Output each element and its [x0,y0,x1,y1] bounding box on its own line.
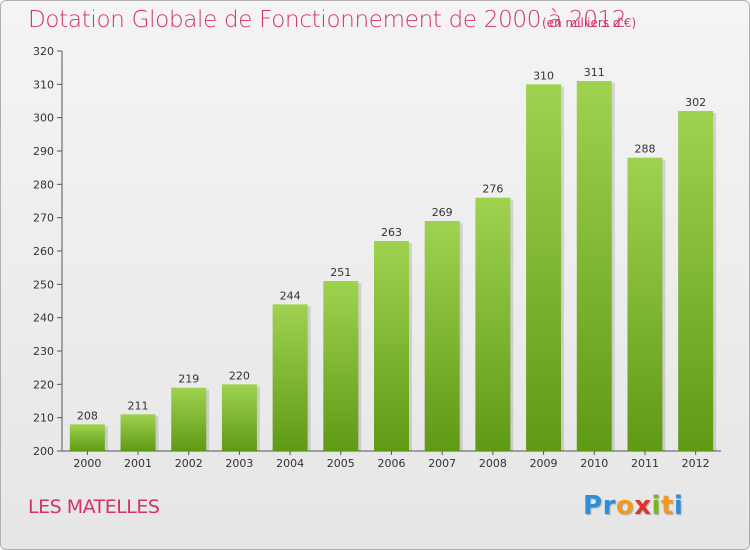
y-tick-label: 240 [33,312,54,325]
logo-letter: o [615,491,635,521]
y-tick-label: 260 [33,245,54,258]
x-tick-label: 2003 [225,457,253,470]
y-tick-label: 210 [33,412,54,425]
bar-value-label: 219 [178,373,199,386]
y-tick-label: 280 [33,178,54,191]
x-tick-label: 2005 [327,457,355,470]
bar [120,414,156,451]
bar-value-label: 311 [584,66,605,79]
bar [374,241,409,451]
proxiti-logo: Proxiti [583,491,683,521]
x-tick-label: 2011 [631,457,659,470]
x-tick-label: 2007 [428,457,456,470]
bar-group: 208 2000 [69,409,108,470]
bar-value-label: 276 [482,183,503,196]
bar [221,384,257,451]
bar-value-label: 244 [280,289,301,302]
bar-group: 311 2010 [576,66,615,470]
y-tick-label: 270 [33,212,54,225]
bar-group: 244 2004 [272,289,311,470]
logo-letter: i [651,491,661,521]
bar-group: 288 2011 [627,143,666,470]
bar-value-label: 269 [432,206,453,219]
commune-name: LES MATELLES [28,496,160,518]
chart-title: Dotation Globale de Fonctionnement de 20… [28,7,627,33]
y-tick-label: 230 [33,345,54,358]
x-tick-label: 2008 [479,457,507,470]
bar-value-label: 208 [77,409,98,422]
bar-group: 276 2008 [475,183,514,470]
bar [475,197,511,451]
bar-group: 220 2003 [221,369,260,470]
bar [526,84,562,451]
bar-group: 251 2005 [323,266,362,470]
y-tick-label: 200 [33,445,54,458]
logo-letter: r [602,491,616,521]
y-tick-label: 220 [33,378,54,391]
y-tick-label: 290 [33,145,54,158]
bar [424,221,460,451]
bar [323,281,359,451]
bar [69,424,105,451]
bar-value-label: 211 [128,399,149,412]
bar-value-label: 302 [685,96,706,109]
bar-group: 263 2006 [374,226,412,470]
bar [678,111,714,451]
x-tick-label: 2004 [276,457,304,470]
logo-letter: x [634,491,652,521]
x-tick-label: 2006 [378,457,406,470]
bar-group: 269 2007 [424,206,463,470]
x-tick-label: 2012 [682,457,710,470]
x-tick-label: 2002 [175,457,203,470]
bar-value-label: 220 [229,369,250,382]
x-tick-label: 2000 [73,457,101,470]
bar [272,304,308,451]
y-tick-label: 310 [33,78,54,91]
bar-value-label: 263 [381,226,402,239]
y-tick-label: 250 [33,278,54,291]
bar [171,387,207,451]
bar-value-label: 251 [330,266,351,279]
bar [627,157,663,451]
x-tick-label: 2010 [580,457,608,470]
logo-letter: t [660,491,674,521]
y-tick-label: 300 [33,112,54,125]
y-tick-label: 320 [33,45,54,58]
logo-letter: P [583,491,603,521]
bar-value-label: 310 [533,69,554,82]
bar-value-label: 288 [634,143,655,156]
bar-group: 310 2009 [526,69,565,470]
bar-group: 302 2012 [678,96,717,470]
logo-letter: i [673,491,684,521]
x-tick-label: 2009 [530,457,558,470]
x-tick-label: 2001 [124,457,152,470]
bar [576,81,612,451]
bar-group: 211 2001 [120,399,159,470]
bar-group: 219 2002 [171,373,210,470]
chart-subtitle: (en milliers d'€) [542,16,637,30]
